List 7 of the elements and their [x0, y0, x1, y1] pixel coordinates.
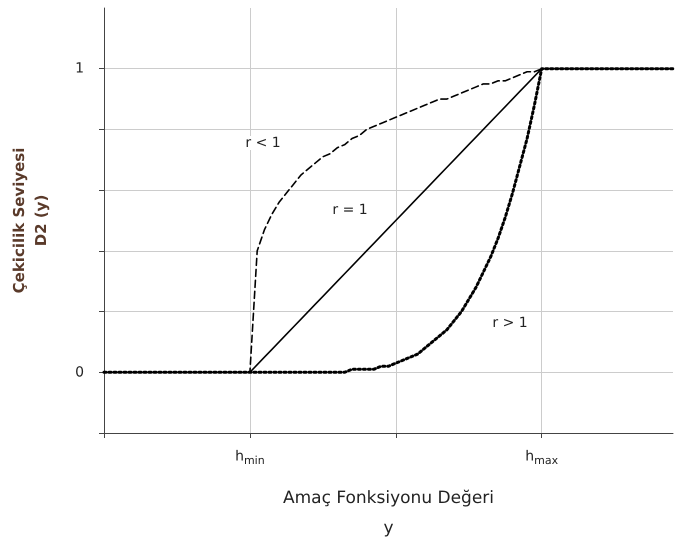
text: r < 1 — [245, 135, 281, 151]
series-label: r = 1 — [332, 202, 368, 218]
x-axis-title: Amaç Fonksiyonu Değeri y — [282, 488, 494, 538]
y-axis-title: Çekicilik Seviyesi D2 (y) — [10, 148, 50, 294]
y-tick-label: 0 — [75, 364, 84, 380]
text: r > 1 — [492, 315, 528, 331]
y-tick-label: 1 — [75, 60, 84, 77]
